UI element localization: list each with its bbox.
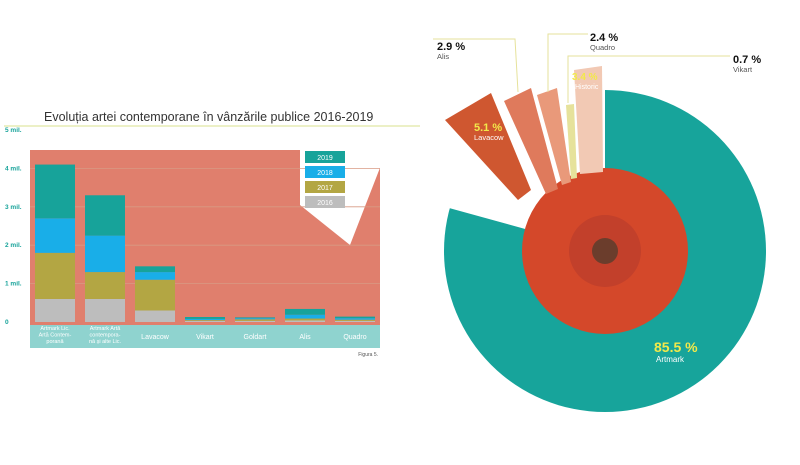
bar-2017-alis xyxy=(285,318,325,321)
x-tick-label: Goldart xyxy=(244,334,267,341)
label-vikart-name: Vikart xyxy=(733,65,753,74)
y-tick-label: 4 mil. xyxy=(5,165,22,172)
legend-swatch-2016 xyxy=(305,196,345,208)
bar-2019-goldart xyxy=(235,317,275,319)
x-tick-label: Artmark Artă contempora-nă și alte Lic. xyxy=(89,326,122,345)
y-tick-label: 2 mil. xyxy=(5,242,22,249)
bar-2016-artmark-art-contemporan-i-alte-lic xyxy=(85,298,125,322)
label-quadro-value: 2.4 % xyxy=(590,32,618,44)
legend-label-2018: 2018 xyxy=(317,170,333,177)
x-axis: Artmark Lic. Artă Contem-porană Artmark Ar… xyxy=(39,326,367,345)
bar-2016-lavacow xyxy=(135,310,175,322)
bar-2019-quadro xyxy=(335,316,375,319)
bar-2018-vikart xyxy=(185,318,225,321)
donut-slice-historic xyxy=(574,66,603,174)
bar-2017-artmark-art-contemporan-i-alte-lic xyxy=(85,272,125,299)
y-axis: 0 1 mil. 2 mil. 3 mil. 4 mil. 5 mil. xyxy=(5,127,22,326)
figure-caption: Figura 5. xyxy=(358,352,378,358)
y-tick-label: 5 mil. xyxy=(5,127,22,134)
legend-swatch-2018 xyxy=(305,166,345,178)
y-tick-label: 1 mil. xyxy=(5,281,22,288)
y-tick-label: 0 xyxy=(5,319,9,326)
bar-2016-quadro xyxy=(335,320,375,322)
bar-series xyxy=(35,164,375,322)
bar-2019-vikart xyxy=(185,317,225,319)
donut-slice-alis xyxy=(504,88,558,194)
x-tick-label: Lavacow xyxy=(141,334,170,341)
label-lavacow-name: Lavacow xyxy=(474,133,504,142)
label-artmark-value: 85.5 % xyxy=(654,339,698,355)
bar-2018-artmark-art-contemporan-i-alte-lic xyxy=(85,235,125,273)
legend-label-2016: 2016 xyxy=(317,200,333,207)
label-artmark-name: Artmark xyxy=(656,355,685,364)
donut-chart: 2.9 % Alis 2.4 % Quadro 0.7 % Vikart 5.1… xyxy=(420,32,766,412)
bar-2018-artmark-lic-art-contemporan xyxy=(35,218,75,253)
label-alis-name: Alis xyxy=(437,52,449,61)
leader-vikart xyxy=(567,55,730,103)
legend-swatch-2017 xyxy=(305,181,345,193)
legend: 2019 2018 2017 2016 xyxy=(305,151,345,208)
legend-label-2019: 2019 xyxy=(317,155,333,162)
leader-alis xyxy=(433,38,519,93)
bar-2019-artmark-lic-art-contemporan xyxy=(35,164,75,219)
bar-2019-alis xyxy=(285,308,325,315)
bar-2018-goldart xyxy=(235,318,275,320)
label-alis-value: 2.9 % xyxy=(437,41,465,53)
bar-2017-goldart xyxy=(235,319,275,321)
label-historic-name: Historic xyxy=(575,84,599,91)
donut-slice-vikart xyxy=(566,104,577,179)
donut-slice-quadro xyxy=(537,88,571,185)
bar-2016-artmark-lic-art-contemporan xyxy=(35,298,75,322)
bar-2018-alis xyxy=(285,314,325,319)
label-historic-value: 3.4 % xyxy=(572,72,598,83)
bar-2019-artmark-art-contemporan-i-alte-lic xyxy=(85,195,125,236)
legend-label-2017: 2017 xyxy=(317,185,333,192)
label-quadro-name: Quadro xyxy=(590,43,615,52)
leader-quadro xyxy=(547,33,588,92)
y-tick-label: 3 mil. xyxy=(5,204,22,211)
bar-2016-goldart xyxy=(235,320,275,322)
label-vikart-value: 0.7 % xyxy=(733,54,761,66)
bar-2019-lavacow xyxy=(135,266,175,273)
label-lavacow-value: 5.1 % xyxy=(474,122,502,134)
bar-2016-alis xyxy=(285,320,325,322)
donut-center xyxy=(592,238,618,264)
bar-2016-vikart xyxy=(185,320,225,322)
bar-2017-vikart xyxy=(185,320,225,321)
bar-2018-quadro xyxy=(335,318,375,320)
legend-swatch-2019 xyxy=(305,151,345,163)
bar-chart-title: Evoluția artei contemporane în vânzările… xyxy=(44,110,373,124)
bar-2018-lavacow xyxy=(135,272,175,280)
x-tick-label: Vikart xyxy=(196,334,214,341)
x-tick-label: Alis xyxy=(299,334,311,341)
x-axis-band xyxy=(30,325,380,348)
donut-slice-lavacow xyxy=(445,93,531,200)
bar-2017-lavacow xyxy=(135,279,175,311)
bar-2017-artmark-lic-art-contemporan xyxy=(35,252,75,299)
x-tick-label: Quadro xyxy=(343,334,366,341)
x-tick-label: Artmark Lic. Artă Contem-porană xyxy=(39,326,72,345)
bar-2017-quadro xyxy=(335,319,375,321)
